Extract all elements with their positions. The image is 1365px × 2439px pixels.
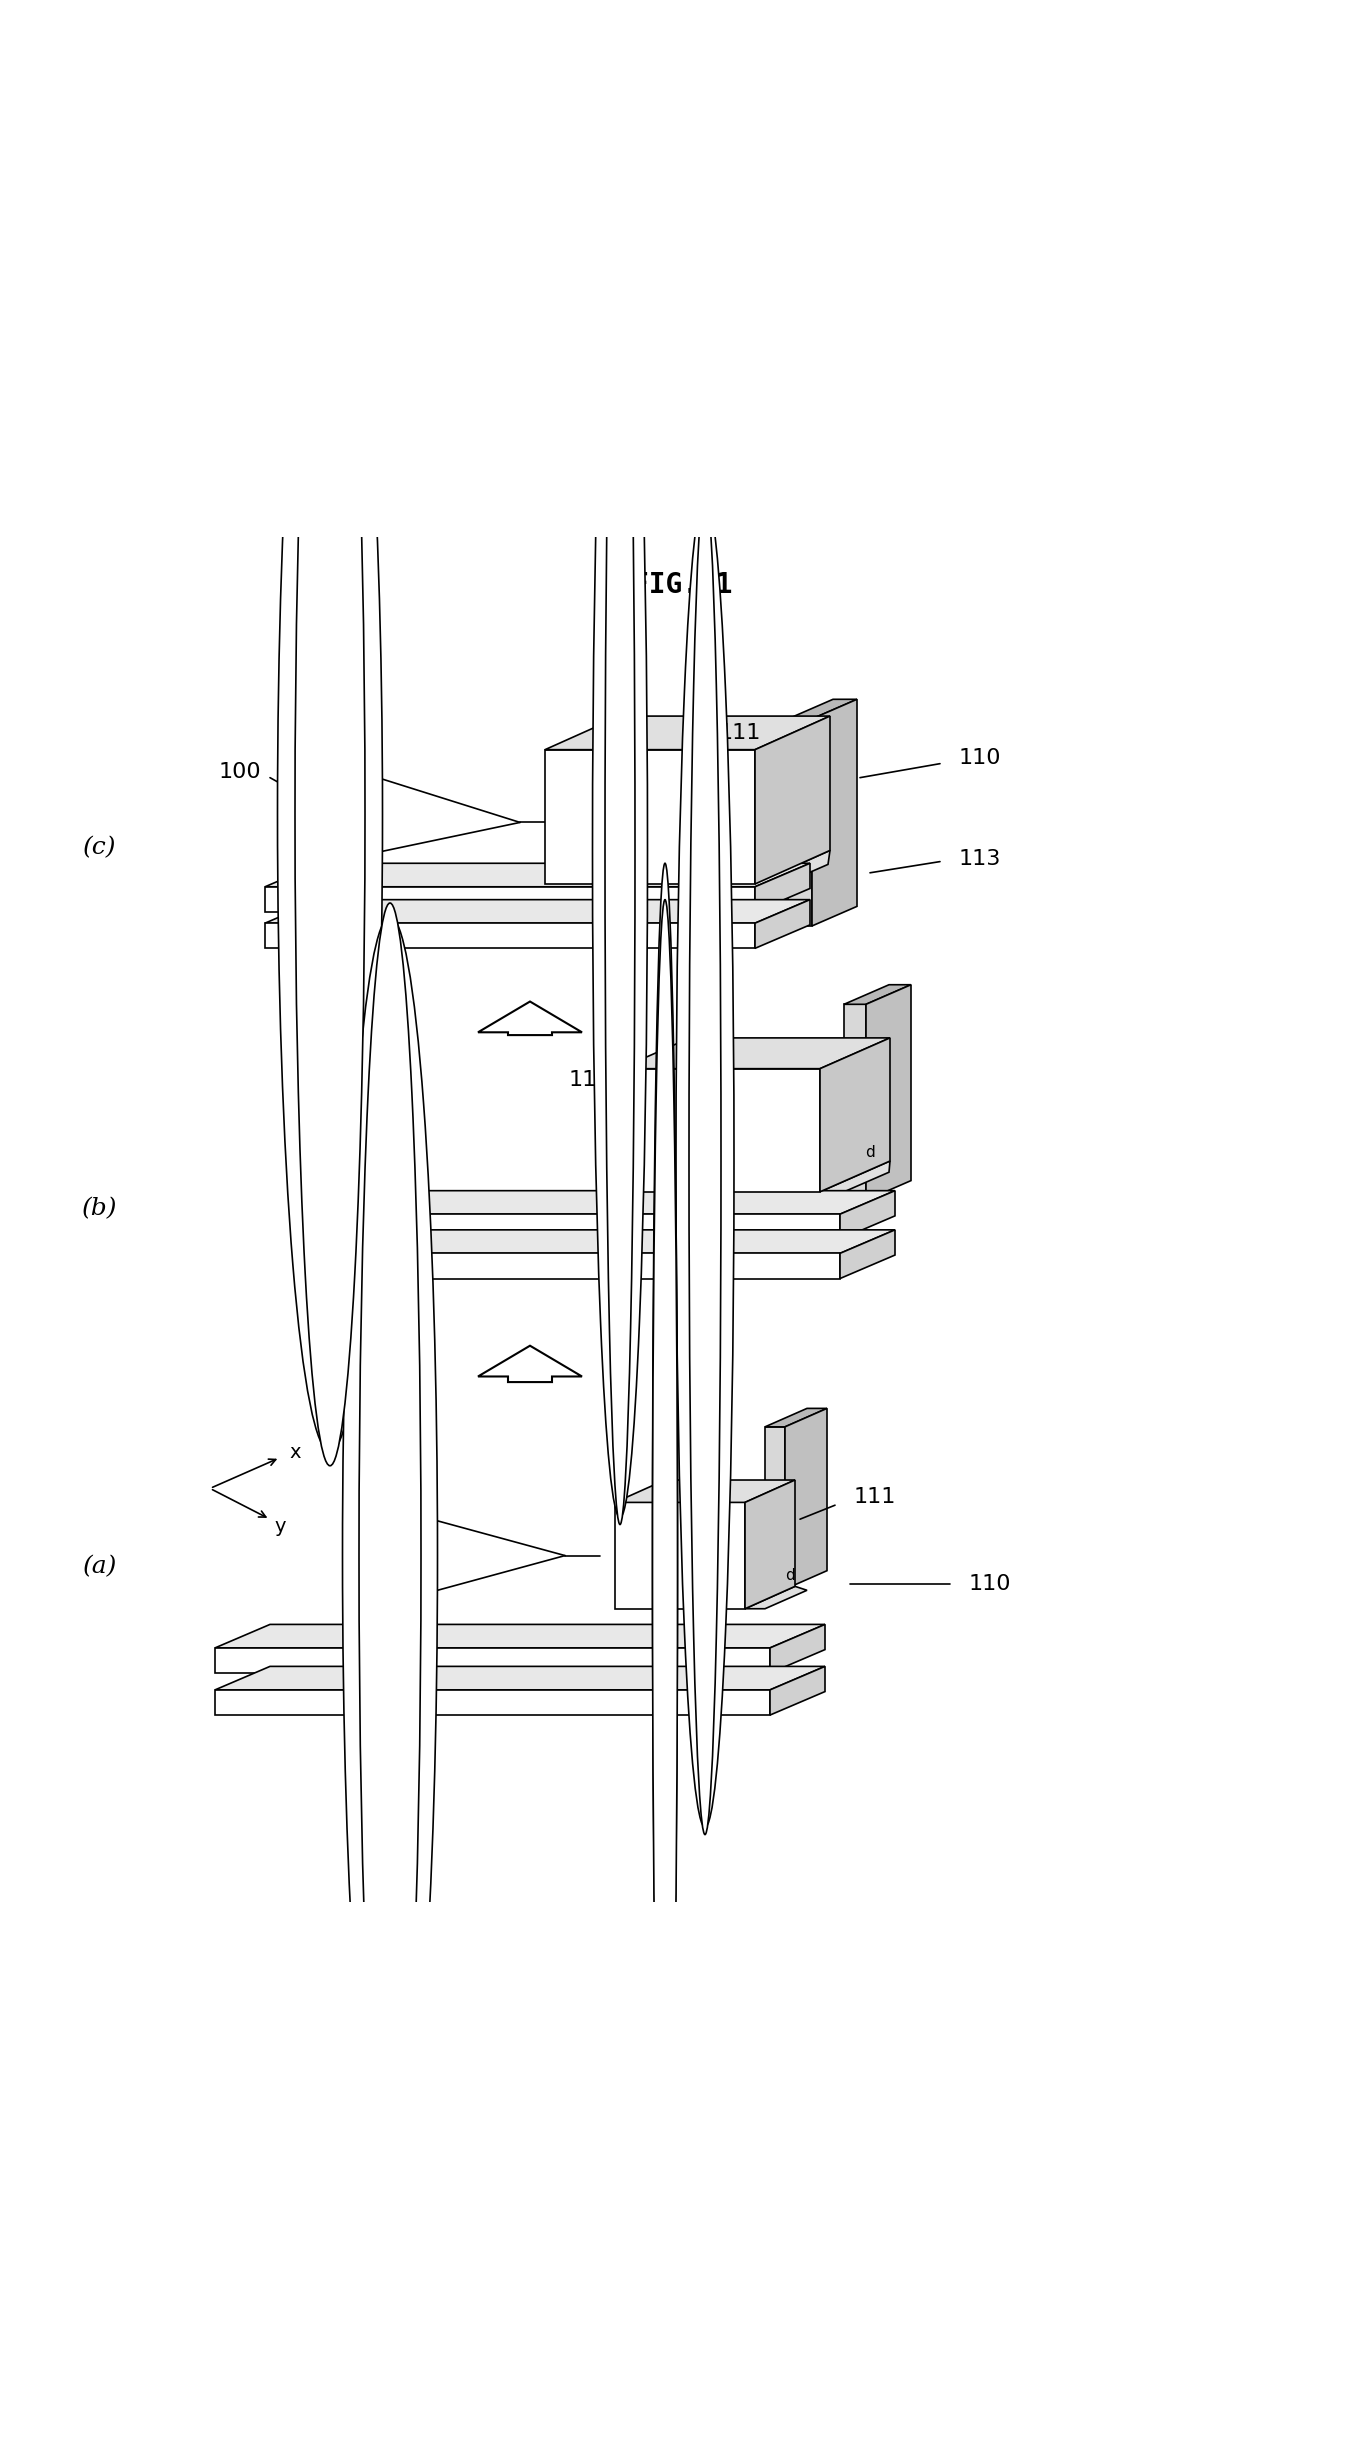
Polygon shape	[755, 863, 809, 912]
Text: 112: 112	[569, 1071, 612, 1090]
Polygon shape	[545, 749, 755, 883]
Polygon shape	[295, 1215, 839, 1239]
Polygon shape	[216, 1649, 770, 1673]
Text: 100: 100	[218, 761, 261, 783]
Polygon shape	[770, 1624, 824, 1673]
Ellipse shape	[605, 176, 635, 1524]
Polygon shape	[788, 720, 812, 927]
Polygon shape	[755, 851, 830, 883]
Polygon shape	[616, 1502, 745, 1610]
Polygon shape	[755, 900, 809, 949]
Polygon shape	[478, 1002, 581, 1034]
Text: x: x	[289, 1441, 300, 1461]
Polygon shape	[844, 985, 910, 1005]
Polygon shape	[770, 1666, 824, 1715]
Text: y: y	[274, 1517, 285, 1537]
Polygon shape	[265, 888, 755, 912]
Polygon shape	[620, 1068, 820, 1193]
Polygon shape	[295, 1254, 839, 1278]
Polygon shape	[865, 985, 910, 1200]
Polygon shape	[295, 1229, 895, 1254]
Polygon shape	[839, 1229, 895, 1278]
Text: 100: 100	[359, 1480, 401, 1502]
Ellipse shape	[343, 917, 438, 2195]
Polygon shape	[839, 1190, 895, 1239]
Text: (b): (b)	[82, 1198, 117, 1220]
Ellipse shape	[592, 183, 647, 1517]
Polygon shape	[265, 900, 809, 924]
Text: FIG. 1: FIG. 1	[632, 571, 733, 598]
Polygon shape	[620, 1039, 890, 1068]
Polygon shape	[755, 717, 830, 883]
Ellipse shape	[359, 902, 420, 2207]
Polygon shape	[616, 1480, 794, 1502]
Polygon shape	[478, 1346, 581, 1383]
Polygon shape	[216, 1666, 824, 1690]
Text: 113: 113	[958, 849, 1001, 868]
Text: 111: 111	[854, 1488, 897, 1507]
Polygon shape	[820, 1039, 890, 1193]
Polygon shape	[745, 1585, 807, 1610]
Ellipse shape	[676, 495, 734, 1827]
Polygon shape	[216, 1690, 770, 1715]
Polygon shape	[545, 717, 830, 749]
Polygon shape	[216, 1624, 824, 1649]
Polygon shape	[844, 1005, 865, 1200]
Text: (a): (a)	[83, 1556, 117, 1578]
Ellipse shape	[689, 488, 721, 1834]
Text: d: d	[785, 1568, 794, 1583]
Polygon shape	[764, 1427, 785, 1590]
Polygon shape	[812, 700, 857, 927]
Polygon shape	[745, 1480, 794, 1610]
Polygon shape	[788, 700, 857, 720]
Ellipse shape	[652, 900, 677, 2251]
Text: d: d	[865, 1146, 875, 1161]
Text: 110: 110	[969, 1573, 1011, 1593]
Polygon shape	[764, 1407, 827, 1427]
Text: (c): (c)	[83, 837, 117, 859]
Text: 111: 111	[719, 722, 762, 744]
Ellipse shape	[277, 176, 382, 1451]
Ellipse shape	[652, 863, 677, 2215]
Polygon shape	[265, 863, 809, 888]
Text: 110: 110	[958, 749, 1002, 768]
Polygon shape	[785, 1407, 827, 1590]
Ellipse shape	[295, 163, 364, 1466]
Polygon shape	[265, 924, 755, 949]
Polygon shape	[295, 1190, 895, 1215]
Polygon shape	[820, 1161, 890, 1193]
